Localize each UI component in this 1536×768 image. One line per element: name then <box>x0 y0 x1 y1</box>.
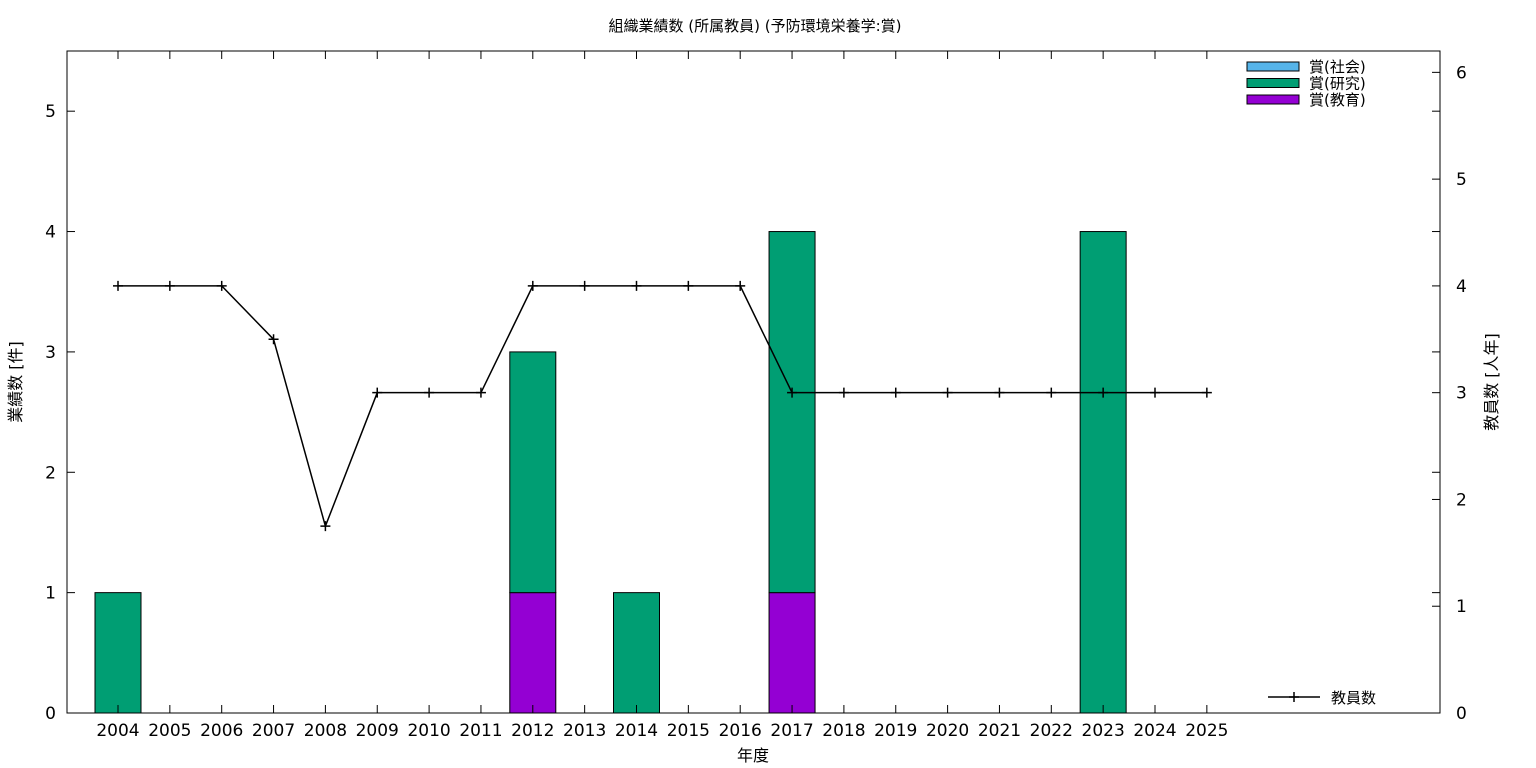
line-point-2020 <box>942 387 953 398</box>
legend-swatch <box>1246 94 1300 105</box>
y-axis-label: 業績数 [件] <box>6 341 25 423</box>
y-tick-label: 4 <box>45 223 56 243</box>
y-axis-ticks: 0 1 2 3 4 5 <box>45 102 1440 724</box>
x-axis-ticks: 2004 2005 2006 2007 2008 2009 2010 2011 2012 2013… <box>96 51 1228 741</box>
bar-2012-賞(研究) <box>509 351 557 594</box>
x-tick-label: 2019 <box>874 721 917 741</box>
line-point-2016 <box>735 280 746 291</box>
line-point-2024 <box>1150 387 1160 398</box>
line-教員数 <box>118 285 1207 529</box>
x-tick-label: 2014 <box>615 721 658 741</box>
bar-2017-賞(研究) <box>768 231 816 594</box>
line-point-2007 <box>268 334 279 345</box>
line-point-2011 <box>475 387 486 398</box>
legend-swatch <box>1246 78 1300 88</box>
x-tick-label: 2018 <box>822 721 865 741</box>
y2-axis-ticks: 0 1 2 3 4 5 6 <box>1432 63 1467 724</box>
line-point-2010 <box>424 387 435 398</box>
x-tick-label: 2006 <box>200 721 243 741</box>
bar-2012-賞(教育) <box>509 592 557 714</box>
y2-tick-label: 2 <box>1456 490 1467 510</box>
y2-tick-label: 5 <box>1456 170 1467 190</box>
y2-tick-label: 6 <box>1456 63 1467 83</box>
y2-tick-label: 0 <box>1456 704 1467 724</box>
line-point-2013 <box>579 280 590 291</box>
line-point-2009 <box>372 387 383 398</box>
y-tick-label: 3 <box>45 343 56 363</box>
y2-tick-label: 1 <box>1456 597 1467 617</box>
x-tick-label: 2008 <box>304 721 347 741</box>
x-tick-label: 2020 <box>926 721 969 741</box>
x-tick-label: 2024 <box>1133 721 1176 741</box>
line-layer <box>113 280 1212 532</box>
line-point-2004 <box>113 280 123 291</box>
x-tick-label: 2021 <box>978 721 1021 741</box>
y2-axis-label: 教員数 [人年] <box>1482 333 1501 431</box>
x-tick-label: 2009 <box>356 721 399 741</box>
line-point-2012 <box>527 280 538 291</box>
line-point-2023 <box>1098 387 1109 398</box>
line-point-2021 <box>994 387 1005 398</box>
y2-tick-label: 3 <box>1456 384 1467 404</box>
line-point-2006 <box>216 280 227 291</box>
line-point-2008 <box>320 521 331 532</box>
x-tick-label: 2017 <box>770 721 813 741</box>
legend-swatch <box>1246 61 1300 72</box>
x-tick-label: 2004 <box>96 721 139 741</box>
line-point-2015 <box>683 280 694 291</box>
y-tick-label: 2 <box>45 463 56 483</box>
plot-frame <box>66 50 1441 714</box>
x-tick-label: 2011 <box>459 721 502 741</box>
line-point-2025 <box>1201 387 1212 398</box>
bars-layer <box>94 231 1127 714</box>
legend-entry: 賞(教育) <box>1309 91 1366 109</box>
x-tick-label: 2015 <box>667 721 710 741</box>
legend-entry: 賞(研究) <box>1309 75 1366 93</box>
line-point-2017 <box>787 387 798 398</box>
line-point-2005 <box>164 280 175 291</box>
x-axis-label: 年度 <box>737 746 769 765</box>
legend-line-marker <box>1289 692 1299 702</box>
line-point-2018 <box>838 387 849 398</box>
bar-2004-賞(研究) <box>94 592 142 714</box>
legend-entry: 賞(社会) <box>1309 58 1366 76</box>
x-tick-label: 2023 <box>1082 721 1125 741</box>
y-tick-label: 5 <box>45 102 56 122</box>
x-tick-label: 2016 <box>719 721 762 741</box>
line-point-2014 <box>631 280 642 291</box>
x-tick-label: 2005 <box>148 721 191 741</box>
x-tick-label: 2007 <box>252 721 295 741</box>
x-tick-label: 2025 <box>1185 721 1228 741</box>
chart-title: 組織業績数 (所属教員) (予防環境栄養学:賞) <box>609 17 902 35</box>
legend: 賞(社会)賞(研究)賞(教育) 教員数 <box>1246 58 1376 707</box>
line-point-2022 <box>1046 387 1057 398</box>
y-tick-label: 0 <box>45 704 56 724</box>
line-point-2019 <box>890 387 901 398</box>
x-tick-label: 2012 <box>511 721 554 741</box>
legend-entry: 教員数 <box>1331 689 1376 707</box>
bar-2017-賞(教育) <box>768 592 816 714</box>
bar-2014-賞(研究) <box>613 592 660 714</box>
x-tick-label: 2022 <box>1030 721 1073 741</box>
x-tick-label: 2010 <box>407 721 450 741</box>
x-tick-label: 2013 <box>563 721 606 741</box>
y-tick-label: 1 <box>45 584 56 604</box>
bar-2023-賞(研究) <box>1079 231 1127 714</box>
y2-tick-label: 4 <box>1456 277 1467 297</box>
